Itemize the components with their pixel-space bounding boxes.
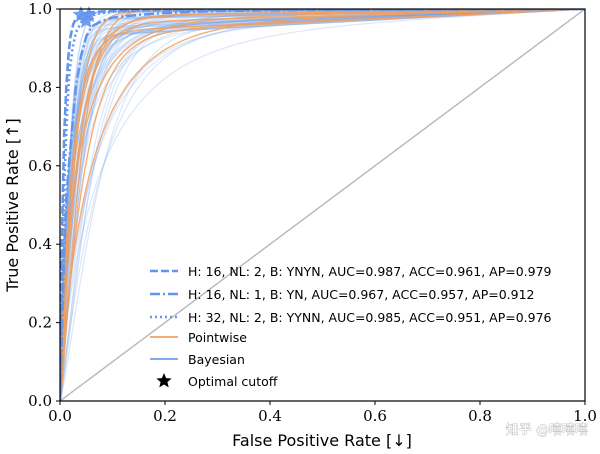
y-tick-label: 0.2 — [28, 314, 52, 332]
x-tick-label: 0.2 — [153, 407, 177, 425]
legend-label-pointwise: Pointwise — [188, 330, 247, 345]
x-tick-label: 1.0 — [573, 407, 597, 425]
x-tick-label: 0.4 — [258, 407, 282, 425]
x-tick-label: 0.0 — [48, 407, 72, 425]
axes-frame — [59, 8, 586, 402]
x-axis-label: False Positive Rate [↓] — [232, 431, 412, 450]
legend-label-series-3: H: 32, NL: 2, B: YYNN, AUC=0.985, ACC=0.… — [188, 310, 552, 325]
y-tick-label: 0.4 — [28, 235, 52, 253]
y-tick-label: 0.0 — [28, 392, 52, 410]
bayesian-curve — [60, 9, 585, 401]
x-tick-label: 0.6 — [363, 407, 387, 425]
y-axis-label: True Positive Rate [↑] — [3, 118, 22, 293]
legend-label-series-2: H: 16, NL: 1, B: YN, AUC=0.967, ACC=0.95… — [188, 287, 535, 302]
pointwise-curve — [60, 9, 585, 401]
bayesian-curve — [60, 9, 585, 401]
series-line-3 — [60, 9, 585, 401]
pointwise-curve — [60, 9, 585, 401]
pointwise-curve — [60, 9, 585, 401]
legend: H: 16, NL: 2, B: YNYN, AUC=0.987, ACC=0.… — [150, 264, 552, 389]
roc-curves — [60, 9, 585, 401]
y-tick-label: 0.8 — [28, 78, 52, 96]
watermark: 知乎 @嘻嘻嘻 — [506, 422, 588, 438]
legend-label-optimal-cutoff: Optimal cutoff — [188, 374, 278, 389]
optimal-cutoff-markers — [72, 5, 98, 29]
y-tick-label: 1.0 — [28, 0, 52, 18]
chance-diagonal-line — [60, 9, 585, 401]
legend-star-icon — [156, 373, 172, 388]
legend-label-bayesian: Bayesian — [188, 352, 245, 367]
series-line-2 — [60, 9, 585, 401]
optimal-cutoff-star — [80, 5, 98, 23]
y-tick-label: 0.6 — [28, 157, 52, 175]
optimal-cutoff-star — [72, 5, 90, 23]
bayesian-curve — [60, 9, 585, 401]
legend-label-series-1: H: 16, NL: 2, B: YNYN, AUC=0.987, ACC=0.… — [188, 264, 552, 279]
x-tick-label: 0.8 — [468, 407, 492, 425]
axis-ticks: 0.0 0.2 0.4 0.6 0.8 1.0 0.0 0.2 0.4 0.6 0.8 1.0 — [28, 0, 597, 425]
